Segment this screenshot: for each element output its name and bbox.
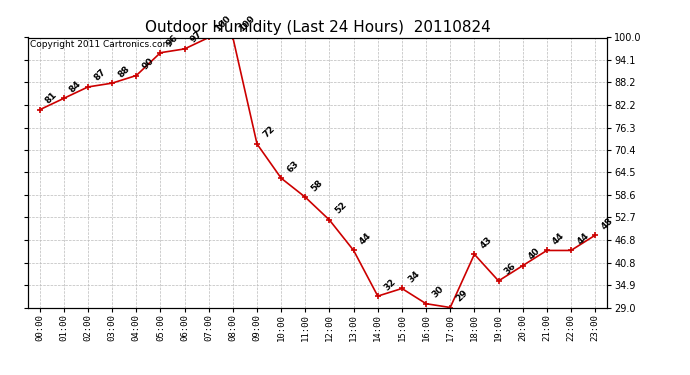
Text: 48: 48	[600, 216, 615, 231]
Text: 81: 81	[44, 90, 59, 106]
Text: 44: 44	[358, 231, 373, 246]
Title: Outdoor Humidity (Last 24 Hours)  20110824: Outdoor Humidity (Last 24 Hours) 2011082…	[144, 20, 491, 35]
Text: 87: 87	[92, 68, 108, 83]
Text: 100: 100	[237, 14, 257, 33]
Text: 96: 96	[165, 33, 180, 48]
Text: 58: 58	[310, 178, 325, 193]
Text: 44: 44	[551, 231, 566, 246]
Text: 43: 43	[479, 235, 494, 250]
Text: 100: 100	[213, 14, 233, 33]
Text: 84: 84	[68, 79, 83, 94]
Text: 52: 52	[334, 201, 349, 216]
Text: 72: 72	[262, 124, 277, 140]
Text: 30: 30	[431, 284, 445, 300]
Text: 63: 63	[286, 159, 301, 174]
Text: 29: 29	[455, 288, 470, 303]
Text: 88: 88	[117, 64, 132, 79]
Text: 90: 90	[141, 56, 156, 71]
Text: 97: 97	[189, 29, 204, 45]
Text: Copyright 2011 Cartronics.com: Copyright 2011 Cartronics.com	[30, 40, 172, 49]
Text: 44: 44	[575, 231, 591, 246]
Text: 36: 36	[503, 261, 518, 277]
Text: 40: 40	[527, 246, 542, 261]
Text: 34: 34	[406, 269, 422, 284]
Text: 32: 32	[382, 277, 397, 292]
